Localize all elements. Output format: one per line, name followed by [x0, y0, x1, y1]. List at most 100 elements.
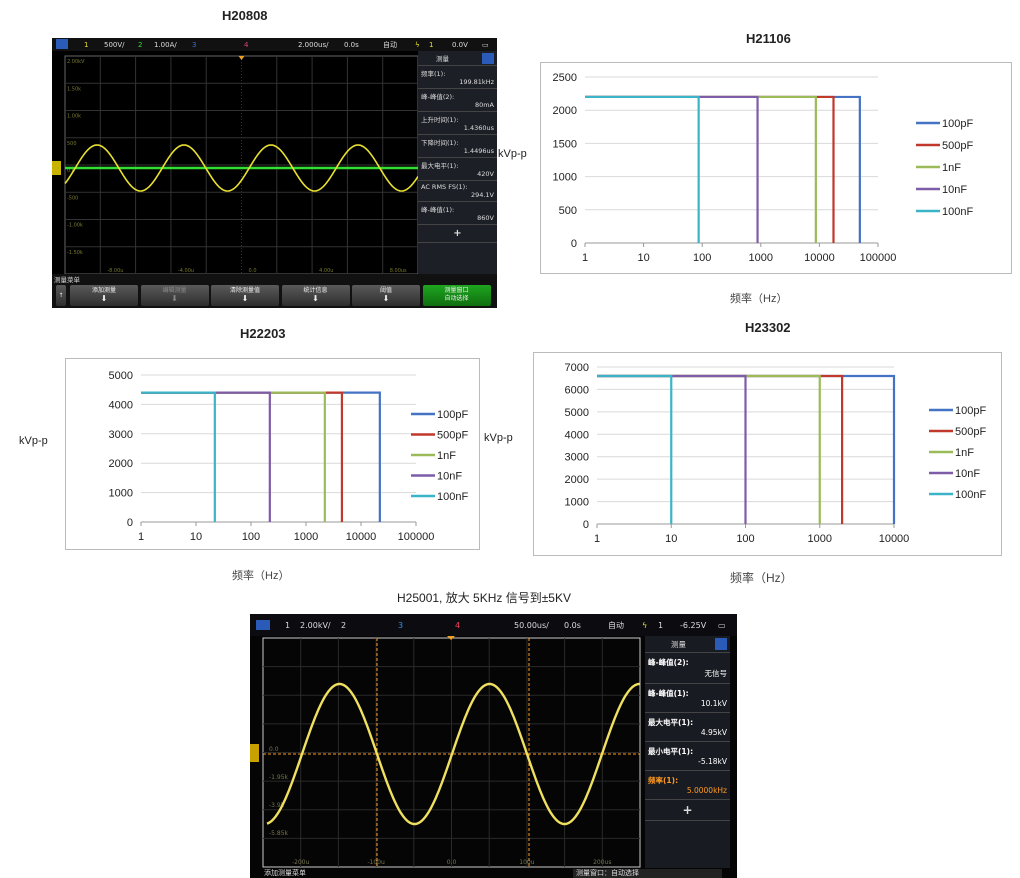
legend-label: 1nF [955, 447, 974, 459]
menu-button-4[interactable]: 阈值 ⬇ [352, 285, 420, 306]
menu-button-label: 编辑测量 [162, 287, 187, 294]
legend-label: 500pF [942, 140, 973, 152]
y-tick-label: 1000 [565, 497, 589, 509]
ch2-scale: 1.00A/ [154, 40, 177, 49]
trigger-mode: 自动 [383, 40, 397, 49]
arrow-down-icon: ⬇ [312, 294, 319, 303]
trigger-channel: 1 [429, 40, 434, 49]
y-tick-label: 2500 [553, 72, 577, 84]
series-line-500pF [585, 95, 835, 243]
x-tick-label: 10000 [804, 252, 835, 264]
measure-window-button[interactable]: 测量窗口：自动选择 [573, 869, 722, 878]
x-tick-label: 10000 [879, 533, 910, 545]
measurement-label: 最小电平(1): [648, 747, 694, 756]
measurement-label: 峰-峰值(2): [421, 93, 455, 101]
back-button[interactable]: ↑ [56, 285, 66, 306]
x-tick-label: 1000 [808, 533, 832, 545]
measurement-value: 1.4496us [418, 147, 497, 158]
menu-button-label: 清除测量值 [229, 287, 260, 294]
legend-label: 100pF [942, 118, 973, 130]
menu-button-3[interactable]: 统计信息 ⬇ [281, 285, 350, 306]
timebase: 50.00us/ [514, 620, 549, 630]
ch2-label: 2 [341, 620, 347, 630]
measurement-value: 80mA [418, 101, 497, 112]
y-tick-label: 3000 [109, 429, 133, 441]
menu-button-1[interactable]: 编辑测量 ⬇ [140, 285, 209, 306]
y-tick-label: -500 [67, 195, 78, 201]
series-line-100nF [597, 374, 673, 524]
measurement-label: 下降时间(1): [421, 139, 459, 147]
x-tick-label: 100000 [860, 252, 897, 264]
y-tick-label: 2.00kV [67, 59, 85, 65]
scope-status-bar: 1 2.00kV/ 2 3 4 50.00us/ 0.0s 自动 ϟ 1 -6.… [250, 614, 737, 636]
trigger-channel: 1 [658, 620, 664, 630]
menu-button-0[interactable]: 添加测量 ⬇ [70, 285, 138, 306]
x-tick-label: 0.0 [447, 859, 457, 866]
measurement-panel: 测量 峰-峰值(2): 无信号 峰-峰值(1): 10.1kV 最大电平(1): 4.95… [645, 636, 730, 868]
arrow-down-icon: ⬇ [100, 294, 108, 303]
x-tick-label: 10 [190, 531, 202, 543]
y-tick-label: -1.00k [67, 223, 83, 229]
chart1-svg: 0 500 1000 1500 2000 2500 1 10 100 1000 10000 10000… [553, 72, 974, 264]
x-tick-label: 100000 [398, 531, 435, 543]
y-tick-label: -5.85k [269, 830, 289, 837]
ch4-label: 4 [455, 620, 461, 630]
x-tick-label: 100 [736, 533, 754, 545]
window-icon: ▭ [482, 40, 489, 49]
panel-menu-icon[interactable] [482, 52, 494, 64]
x-tick-label: 0.0 [249, 268, 257, 274]
panel-title: 测量 [436, 55, 449, 63]
trigger-marker [447, 636, 455, 640]
measurement-label: 最大电平(1): [648, 718, 694, 727]
measurement-value: 无信号 [645, 668, 730, 684]
add-measurement-icon[interactable]: + [645, 800, 730, 821]
x-tick-label: 1 [138, 531, 144, 543]
arrow-down-icon: ⬇ [171, 294, 178, 303]
trigger-level: -6.25V [680, 620, 707, 630]
x-tick-label: -8.00u [107, 268, 123, 274]
series-line-100pF [585, 95, 861, 243]
scope-status-bar: 1 500V/ 2 1.00A/ 3 4 2.000us/ 0.0s 自动 ϟ … [52, 38, 497, 51]
ch3-label: 3 [398, 620, 404, 630]
measurement-label: 频率(1): [648, 776, 679, 785]
add-measurement-icon[interactable]: + [418, 225, 497, 243]
menu-button-5[interactable]: 测量窗口 自动选择 [422, 285, 491, 306]
chart3-svg: 0 1000 2000 3000 4000 5000 6000 7000 1 10 100 1000 1… [565, 362, 987, 545]
y-tick-label: 0 [583, 519, 589, 531]
panel-menu-icon[interactable] [715, 638, 727, 650]
measurement-label: 峰-峰值(2): [648, 658, 689, 667]
x-tick-label: 1 [582, 252, 588, 264]
measurement-value: 420V [418, 170, 497, 181]
menu-icon [256, 620, 270, 630]
x-tick-label: 100 [693, 252, 711, 264]
x-tick-label: 1000 [749, 252, 773, 264]
y-tick-label: 1000 [109, 488, 133, 500]
chart2-frame: 0 1000 2000 3000 4000 5000 1 10 100 1000 10000 1000… [65, 358, 480, 550]
chart2-svg: 0 1000 2000 3000 4000 5000 1 10 100 1000 10000 1000… [109, 370, 469, 543]
measurement-value: 199.81kHz [418, 78, 497, 89]
add-measure-menu-label[interactable]: 添加测量菜单 [264, 869, 306, 877]
series-line-1nF [585, 95, 817, 243]
chart1-frame: 0 500 1000 1500 2000 2500 1 10 100 1000 10000 10000… [540, 62, 1012, 274]
y-tick-label: 0 [127, 517, 133, 529]
menu-button-2[interactable]: 清除测量值 ⬇ [211, 285, 279, 306]
x-tick-label: 1 [594, 533, 600, 545]
y-tick-label: 500 [559, 205, 577, 217]
ch3-label: 3 [192, 40, 197, 49]
series-line-10nF [585, 95, 759, 243]
ch2-label: 2 [138, 40, 143, 49]
oscilloscope-screenshot-1: 1 500V/ 2 1.00A/ 3 4 2.000us/ 0.0s 自动 ϟ … [52, 38, 497, 308]
menu-button-label: 添加测量 [91, 287, 116, 294]
measurement-value: 1.4360us [418, 124, 497, 135]
x-tick-label: 10 [637, 252, 649, 264]
y-tick-label: 1000 [553, 172, 577, 184]
ch1-trace [266, 682, 640, 826]
y-tick-label: 2000 [553, 105, 577, 117]
legend-label: 100nF [437, 491, 468, 503]
legend-label: 10nF [955, 468, 980, 480]
legend-label: 1nF [942, 162, 961, 174]
y-tick-label: -1.50k [67, 250, 83, 256]
legend-label: 500pF [955, 426, 986, 438]
ch1-scale: 2.00kV/ [300, 620, 331, 630]
ch4-label: 4 [244, 40, 249, 49]
